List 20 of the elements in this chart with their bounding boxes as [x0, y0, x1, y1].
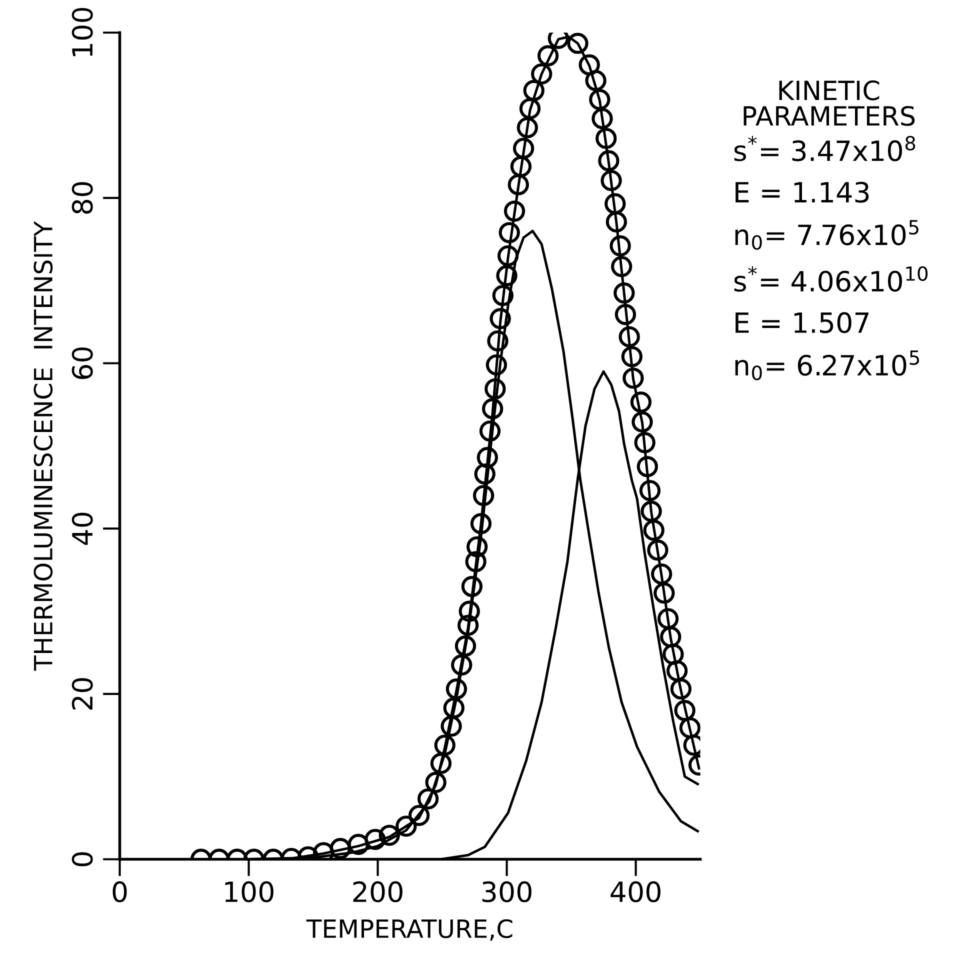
x-tick-label: 0 — [112, 881, 127, 902]
y-tick-label: 80 — [72, 182, 93, 214]
x-axis-title: TEMPERATURE,C — [306, 919, 512, 941]
y-tick-label: 20 — [72, 678, 93, 710]
text: n$_{0}$= 7.76x10$^{5}$ — [735, 220, 918, 250]
y-tick-label: 60 — [72, 347, 93, 380]
text: KINETIC PARAMETERS — [744, 80, 915, 126]
y-tick-label: 0 — [72, 852, 93, 866]
y-tick-label: 40 — [72, 512, 93, 545]
y-axis-title: THERMOLUMINESCENCE INTENSITY — [34, 221, 53, 671]
x-tick-label: 100 — [225, 881, 274, 902]
text: E = 1.507 — [736, 312, 869, 334]
y-tick-label: 100 — [72, 8, 93, 56]
x-tick-label: 200 — [353, 881, 402, 902]
text: n$_{0}$= 6.27x10$^{5}$ — [735, 350, 920, 380]
x-tick-label: 300 — [482, 881, 532, 902]
text: s$^{*}$= 4.06x10$^{10}$ — [734, 266, 928, 292]
text: E = 1.143 — [736, 182, 869, 203]
text: s$^{*}$= 3.47x10$^{8}$ — [734, 136, 916, 162]
x-tick-label: 400 — [610, 881, 660, 902]
